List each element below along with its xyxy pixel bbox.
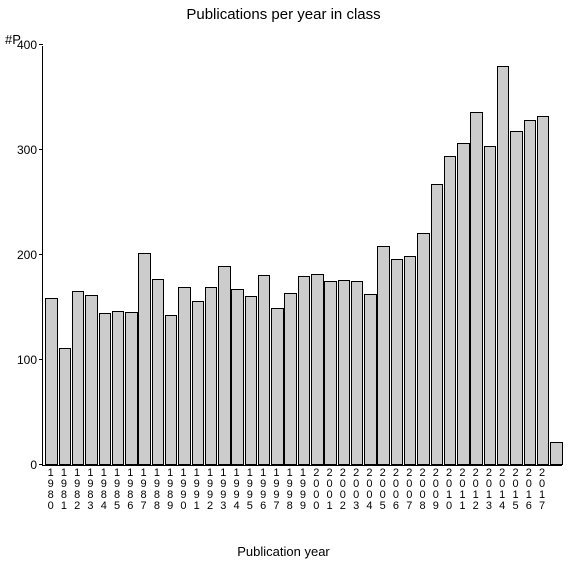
x-tick-label: 2005 [376, 468, 389, 512]
x-tick-label: 2014 [496, 468, 509, 512]
x-tick-label: 1998 [283, 468, 296, 512]
x-tick-label: 1992 [203, 468, 216, 512]
bar [470, 112, 482, 465]
bar-series [43, 46, 562, 465]
bar [165, 315, 177, 465]
x-tick-label: 1986 [124, 468, 137, 512]
bar [138, 253, 150, 465]
bar [497, 66, 509, 465]
x-tick-label: 2013 [482, 468, 495, 512]
bar [258, 275, 270, 465]
bar [192, 301, 204, 465]
bar [484, 146, 496, 465]
x-tick-label: 1991 [190, 468, 203, 512]
y-tick-mark [39, 44, 43, 45]
bar [205, 287, 217, 466]
x-tick-label: 1996 [257, 468, 270, 512]
x-tick-label: 1993 [217, 468, 230, 512]
chart-container: Publications per year in class #P 010020… [0, 0, 567, 567]
y-tick-label: 400 [17, 38, 43, 52]
x-tick-label: 1997 [270, 468, 283, 512]
chart-title: Publications per year in class [0, 6, 567, 23]
bar [417, 233, 429, 465]
x-tick-label: 2011 [456, 468, 469, 512]
bar [298, 276, 310, 465]
plot-area: 0100200300400 [42, 46, 562, 466]
x-tick-label: 1987 [137, 468, 150, 512]
bar [218, 266, 230, 466]
x-tick-label: 1994 [230, 468, 243, 512]
bar [99, 313, 111, 465]
x-tick-label: 2001 [323, 468, 336, 512]
y-tick-label: 0 [30, 458, 43, 472]
y-tick-label: 300 [17, 143, 43, 157]
bar [351, 281, 363, 465]
x-tick-label: 1989 [164, 468, 177, 512]
bar [324, 281, 336, 465]
x-tick-label: 2002 [336, 468, 349, 512]
x-tick-label: 2003 [349, 468, 362, 512]
x-tick-label: 1980 [44, 468, 57, 512]
bar [59, 348, 71, 465]
bar [338, 280, 350, 465]
x-tick-label: 1983 [84, 468, 97, 512]
bar [391, 259, 403, 465]
x-tick-label: 2015 [509, 468, 522, 512]
x-tick-label: 2016 [522, 468, 535, 512]
y-tick-label: 200 [17, 248, 43, 262]
x-tick-label: 1985 [110, 468, 123, 512]
x-tick-label: 2009 [429, 468, 442, 512]
x-tick-label: 2006 [389, 468, 402, 512]
bar [45, 298, 57, 465]
bar [524, 120, 536, 465]
x-tick-label: 2004 [363, 468, 376, 512]
y-tick-mark [39, 149, 43, 150]
x-tick-label: 1990 [177, 468, 190, 512]
x-tick-label: 1981 [57, 468, 70, 512]
bar [444, 156, 456, 465]
bar [178, 287, 190, 466]
y-tick-mark [39, 359, 43, 360]
xaxis-label: Publication year [0, 544, 567, 559]
x-tick-label: 2012 [469, 468, 482, 512]
bar [152, 279, 164, 465]
bar [510, 131, 522, 465]
bar [112, 311, 124, 465]
bar [537, 116, 549, 465]
x-tick-label: 2010 [442, 468, 455, 512]
bar [284, 293, 296, 465]
bar [404, 256, 416, 465]
bar [271, 308, 283, 466]
bar [431, 184, 443, 465]
y-tick-label: 100 [17, 353, 43, 367]
bar [72, 291, 84, 465]
x-tick-label: 1982 [71, 468, 84, 512]
bar [377, 246, 389, 465]
x-tick-label: 1999 [296, 468, 309, 512]
bar [231, 289, 243, 465]
bar [550, 442, 562, 465]
bar [245, 296, 257, 465]
x-tick-label: 1995 [243, 468, 256, 512]
y-tick-mark [39, 464, 43, 465]
x-tick-label: 2017 [535, 468, 548, 512]
x-tick-label: 2007 [403, 468, 416, 512]
x-tick-label: 1988 [150, 468, 163, 512]
bar [364, 294, 376, 465]
bar [311, 274, 323, 465]
bar [125, 312, 137, 465]
bar [85, 295, 97, 465]
bar [457, 143, 469, 465]
x-tick-label: 1984 [97, 468, 110, 512]
x-tick-label: 2008 [416, 468, 429, 512]
y-tick-mark [39, 254, 43, 255]
x-tick-label: 2000 [310, 468, 323, 512]
